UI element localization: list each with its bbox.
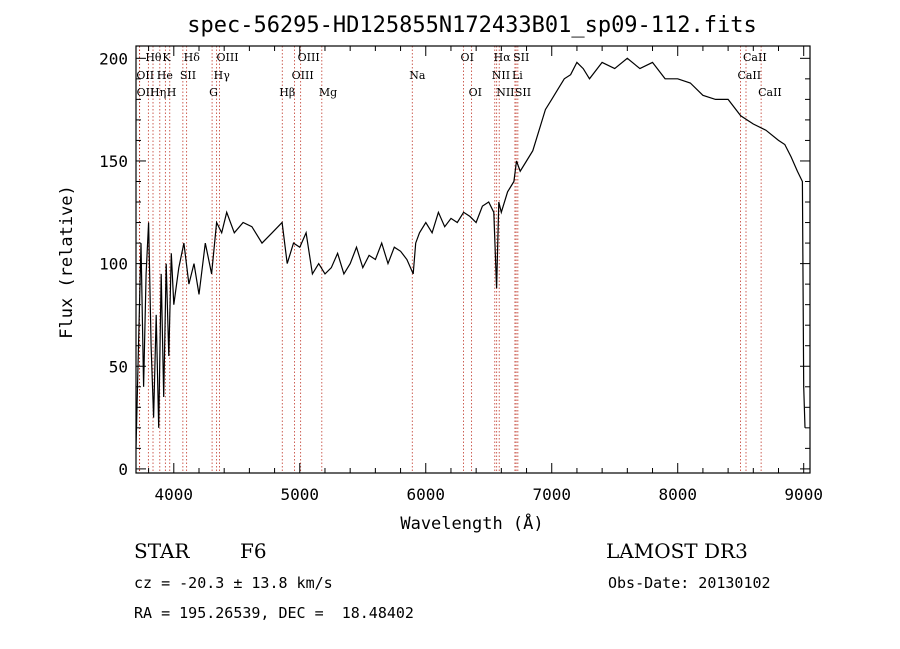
line-label: Na [409,69,426,82]
x-tick-label: 5000 [281,485,320,504]
line-label: SII [180,69,196,82]
line-label: H [167,86,177,99]
line-label: CaII [758,86,782,99]
y-tick-label: 100 [99,255,128,274]
y-tick-label: 200 [99,49,128,68]
line-label: Hθ [145,51,162,64]
x-tick-label: 4000 [155,485,194,504]
x-axis-label: Wavelength (Å) [400,512,543,534]
ra-dec-coords: RA = 195.26539, DEC = 18.48402 [134,604,414,622]
line-label: Hβ [279,86,295,99]
line-label: OI [461,51,474,64]
line-label: OI [469,86,482,99]
survey-label: LAMOST DR3 [606,539,748,563]
y-tick-label: 0 [118,460,128,479]
chart-title: spec-56295-HD125855N172433B01_sp09-112.f… [187,13,757,38]
y-axis-label: Flux (relative) [57,185,77,339]
line-label: SII [515,86,531,99]
line-label: Mg [319,86,337,99]
line-label: OII [136,69,154,82]
spectrum-line [135,57,806,449]
line-label: NII [492,69,510,82]
emission-line-markers [139,46,762,473]
line-label: OII [137,86,155,99]
line-label: OIII [292,69,314,82]
obs-date: Obs-Date: 20130102 [608,574,771,592]
plot-frame [135,45,811,474]
y-tick-label: 50 [109,357,128,376]
line-label: CaII [737,69,761,82]
line-label: Hδ [184,51,201,64]
line-label: SII [513,51,529,64]
y-axis-ticks: 0 50 100 150 200 [99,49,810,479]
line-label: Hη [150,86,166,99]
line-label: CaII [743,51,767,64]
line-label: OIII [217,51,239,64]
line-label: He [157,69,173,82]
line-label: Hα [494,51,512,64]
subclass-label: F6 [240,539,267,563]
x-tick-label: 8000 [658,485,697,504]
line-label: G [209,86,218,99]
y-tick-label: 150 [99,152,128,171]
x-tick-label: 6000 [406,485,445,504]
line-label: NII [496,86,514,99]
class-label: STAR [134,539,190,563]
x-axis-ticks: 4000 5000 6000 7000 8000 9000 [148,46,823,504]
x-tick-label: 9000 [784,485,823,504]
cz-value: cz = -20.3 ± 13.8 km/s [134,574,333,592]
x-tick-label: 7000 [532,485,571,504]
line-label: OIII [298,51,320,64]
line-label: Li [512,69,523,82]
spectrum-chart: spec-56295-HD125855N172433B01_sp09-112.f… [57,13,823,534]
line-label: K [162,51,171,64]
line-label: Hγ [214,69,231,82]
